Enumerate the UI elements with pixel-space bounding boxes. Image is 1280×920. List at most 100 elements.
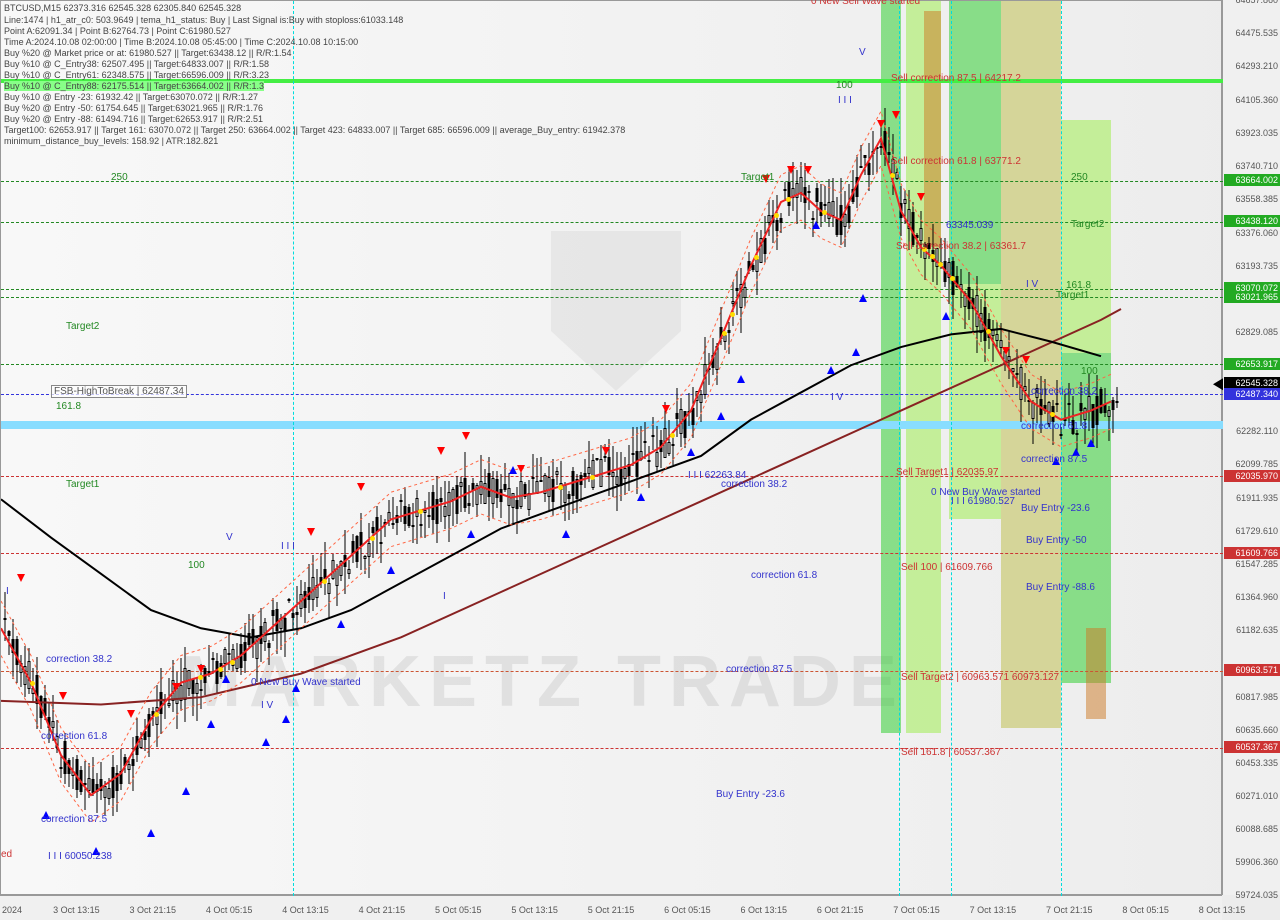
annotation-label: ed	[1, 849, 12, 860]
annotation-label: I V	[1026, 279, 1038, 290]
price-axis-label: 59724.035	[1235, 890, 1278, 900]
annotation-label: 161.8	[56, 401, 81, 412]
price-axis-label: 61364.960	[1235, 592, 1278, 602]
annotation-label: correction 38.2	[46, 654, 112, 665]
arrow-down-icon	[127, 710, 135, 718]
price-axis-label: 61911.935	[1236, 493, 1278, 503]
arrow-down-icon	[602, 447, 610, 455]
arrow-up-icon	[637, 493, 645, 501]
annotation-label: 63345.039	[946, 220, 993, 231]
signal-dot	[218, 667, 223, 672]
arrow-up-icon	[337, 620, 345, 628]
arrow-up-icon	[182, 787, 190, 795]
time-axis-label: 4 Oct 05:15	[206, 905, 253, 915]
price-axis-label: 61729.610	[1235, 526, 1278, 536]
annotation-label: V	[859, 47, 866, 58]
arrow-down-icon	[197, 665, 205, 673]
time-axis-label: 4 Oct 13:15	[282, 905, 329, 915]
info-line: Buy %20 @ Market price or at: 61980.527 …	[4, 48, 292, 58]
annotation-label: 250	[111, 172, 128, 183]
price-axis-label: 62099.785	[1235, 459, 1278, 469]
annotation-label: correction 87.5	[41, 814, 107, 825]
time-axis-label: 8 Oct 05:15	[1122, 905, 1169, 915]
annotation-label: I	[443, 591, 446, 602]
arrow-up-icon	[942, 312, 950, 320]
time-axis-label: 4 Oct 21:15	[359, 905, 406, 915]
price-axis-label: 60635.660	[1235, 725, 1278, 735]
annotation-label: I I I	[281, 541, 295, 552]
annotation-label: Target2	[66, 321, 99, 332]
arrow-up-icon	[147, 829, 155, 837]
price-tag: 60537.367	[1224, 741, 1280, 753]
time-axis-label: 6 Oct 21:15	[817, 905, 864, 915]
annotation-label: I I I 60050.238	[48, 851, 112, 862]
info-line: minimum_distance_buy_levels: 158.92 | AT…	[4, 136, 218, 146]
signal-dot	[890, 173, 895, 178]
annotation-label: Target2	[1071, 219, 1104, 230]
annotation-label: Sell 161.8 | 60537.367	[901, 747, 1001, 758]
time-axis-label: 7 Oct 13:15	[970, 905, 1017, 915]
signal-dot	[370, 536, 375, 541]
arrow-down-icon	[892, 111, 900, 119]
price-axis-label: 60453.335	[1235, 758, 1278, 768]
price-axis-label: 63923.035	[1235, 128, 1278, 138]
arrow-down-icon	[1022, 356, 1030, 364]
info-line: Buy %10 @ C_Entry61: 62348.575 || Target…	[4, 70, 269, 80]
price-axis-label: 62282.110	[1236, 426, 1278, 436]
price-axis-label: 63193.735	[1235, 261, 1278, 271]
arrow-up-icon	[262, 738, 270, 746]
annotation-label: correction 87.5	[1021, 454, 1087, 465]
arrow-down-icon	[437, 447, 445, 455]
arrow-up-icon	[859, 294, 867, 302]
time-axis-label: 3 Oct 13:15	[53, 905, 100, 915]
annotation-label: correction 87.5	[726, 664, 792, 675]
annotation-label: V	[226, 532, 233, 543]
price-axis-label: 63558.385	[1235, 194, 1278, 204]
price-tag: 62487.340	[1224, 388, 1280, 400]
annotation-label: Target1	[1056, 290, 1089, 301]
time-axis-label: 6 Oct 13:15	[740, 905, 787, 915]
price-tag: 62653.917	[1224, 358, 1280, 370]
price-tag: 62035.970	[1224, 470, 1280, 482]
arrow-down-icon	[517, 465, 525, 473]
info-line: Target100: 62653.917 || Target 161: 6307…	[4, 125, 625, 135]
annotation-label: I I I 61980.527	[951, 496, 1015, 507]
signal-dot	[418, 509, 423, 514]
chart-area[interactable]: MARKETZ TRADE BTCUSD,M15 62373.316 62545…	[0, 0, 1222, 895]
arrow-up-icon	[282, 715, 290, 723]
annotation-label: 250	[1071, 172, 1088, 183]
annotation-label: Sell correction 87.5 | 64217.2	[891, 73, 1021, 84]
arrow-down-icon	[917, 193, 925, 201]
annotation-label: Sell correction 38.2 | 63361.7	[896, 241, 1026, 252]
price-axis: 64657.86064475.53564293.21064105.3606392…	[1222, 0, 1280, 895]
annotation-label: correction 61.8	[41, 731, 107, 742]
annotation-label: I V	[831, 392, 843, 403]
signal-dot	[938, 262, 943, 267]
annotation-label: correction 61.8	[1021, 421, 1087, 432]
arrow-down-icon	[804, 166, 812, 174]
price-axis-label: 64293.210	[1235, 61, 1278, 71]
price-axis-label: 63740.710	[1235, 161, 1278, 171]
arrow-down-icon	[17, 574, 25, 582]
annotation-label: 0 New Sell Wave started	[811, 0, 920, 7]
price-axis-label: 61547.285	[1235, 559, 1278, 569]
arrow-up-icon	[562, 530, 570, 538]
info-line: Buy %20 @ Entry -88: 61494.716 || Target…	[4, 114, 263, 124]
annotation-label: I	[6, 586, 9, 597]
info-line: Buy %10 @ Entry -23: 61932.42 || Target:…	[4, 92, 258, 102]
annotation-label: correction 61.8	[751, 570, 817, 581]
signal-dot	[950, 276, 955, 281]
info-line: Line:1474 | h1_atr_c0: 503.9649 | tema_h…	[4, 15, 403, 25]
annotation-label: 100	[1081, 366, 1098, 377]
arrow-up-icon	[812, 221, 820, 229]
annotation-label: Buy Entry -23.6	[1021, 503, 1090, 514]
time-axis-label: 5 Oct 21:15	[588, 905, 635, 915]
price-axis-label: 60271.010	[1235, 791, 1278, 801]
annotation-label: I V	[261, 700, 273, 711]
signal-dot	[30, 681, 35, 686]
arrow-up-icon	[207, 720, 215, 728]
signal-dot	[1050, 412, 1055, 417]
info-line: Point A:62091.34 | Point B:62764.73 | Po…	[4, 26, 231, 36]
price-tag: 63664.002	[1224, 174, 1280, 186]
arrow-down-icon	[307, 528, 315, 536]
